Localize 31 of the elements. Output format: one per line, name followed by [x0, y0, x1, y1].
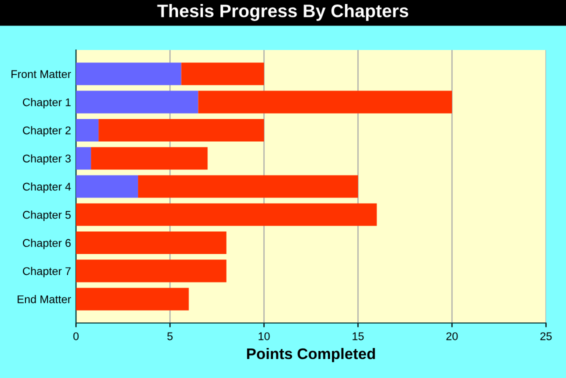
bar: [76, 90, 198, 114]
bar: [76, 175, 138, 198]
y-tick-label: Chapter 6: [22, 238, 71, 250]
y-tick-label: Chapter 4: [22, 182, 71, 193]
x-tick-label: 20: [446, 332, 458, 340]
bar: [91, 147, 208, 170]
x-tick-label: 0: [73, 332, 79, 340]
y-tick-label: Chapter 3: [22, 154, 71, 165]
y-tick-label: Chapter 7: [22, 266, 71, 278]
y-tick-label: Chapter 5: [22, 210, 71, 221]
bar: [76, 147, 92, 170]
y-tick-label: End Matter: [18, 295, 71, 304]
x-axis-title: Points Completed: [247, 348, 375, 362]
x-tick-label: 25: [540, 332, 552, 340]
bar: [76, 62, 182, 86]
y-tick-label: Front Matter: [12, 70, 71, 78]
bar: [138, 175, 358, 198]
bar: [198, 90, 452, 114]
y-tick-label: Chapter 1: [22, 98, 71, 108]
bar: [76, 118, 99, 142]
x-tick-label: 10: [258, 332, 270, 340]
bar: [98, 118, 264, 142]
bar: [76, 288, 189, 310]
bar: [181, 62, 264, 86]
bar: [76, 260, 226, 282]
y-tick-label: Chapter 2: [22, 126, 71, 137]
bar: [76, 232, 226, 254]
bar: [76, 203, 377, 226]
x-tick-label: 15: [352, 332, 364, 340]
chart-title: Thesis Progress By Chapters: [157, 4, 408, 21]
x-tick-label: 5: [167, 332, 173, 340]
